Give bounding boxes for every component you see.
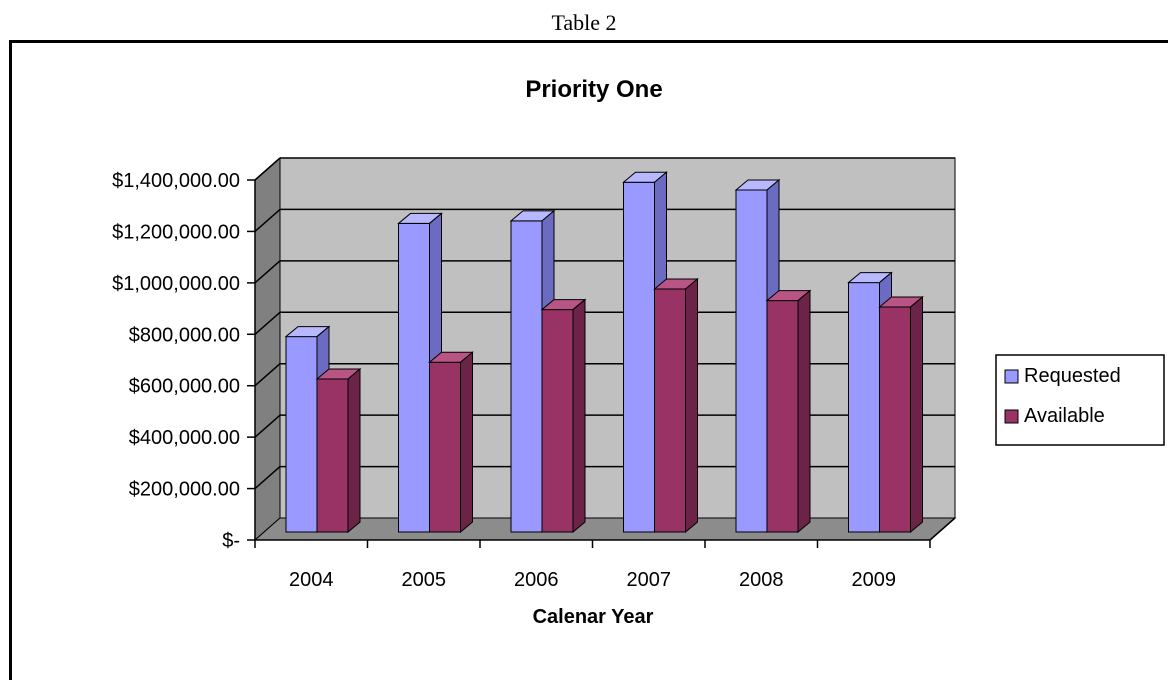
bar-available-2007 xyxy=(653,277,699,534)
bar-side xyxy=(460,351,473,534)
bar-front xyxy=(766,300,799,533)
x-tick-label: 2009 xyxy=(852,569,897,591)
x-tick-label: 2005 xyxy=(402,569,447,591)
legend-swatch-requested xyxy=(1004,369,1019,384)
bar-available-2004 xyxy=(315,367,362,534)
x-tick-labels: 2004 2005 2006 2007 2008 2009 xyxy=(289,569,896,591)
legend: Requested Available xyxy=(995,354,1165,446)
x-tick-label: 2004 xyxy=(289,569,334,591)
y-tick-label: $600,000.00 xyxy=(129,376,240,398)
y-tick-label: $1,200,000.00 xyxy=(112,221,240,243)
gridline-side xyxy=(254,260,281,284)
legend-swatch-available xyxy=(1004,409,1019,424)
bar-front xyxy=(398,222,430,533)
bar-side xyxy=(347,367,361,534)
gridlines xyxy=(254,157,955,490)
x-tick-label: 2007 xyxy=(627,569,672,591)
bar-side xyxy=(572,298,586,534)
bar-front xyxy=(316,378,349,533)
bar-front xyxy=(285,336,318,533)
y-tick-label: $800,000.00 xyxy=(129,324,240,346)
axes xyxy=(247,179,956,548)
floor-edge xyxy=(929,517,956,541)
gridline-side xyxy=(254,311,281,335)
bar-front xyxy=(879,306,911,533)
bar-available-2006 xyxy=(540,298,587,534)
bar-front xyxy=(654,288,686,533)
table-caption: Table 2 xyxy=(551,10,617,35)
bar-front xyxy=(510,220,543,533)
bar-front xyxy=(623,181,655,533)
legend-label-available: Available xyxy=(1024,405,1105,427)
bar-front xyxy=(541,309,574,533)
bar-available-2009 xyxy=(878,295,924,534)
bar-requested-2008 xyxy=(734,178,781,534)
y-tick-labels: $- $200,000.00 $400,000.00 $600,000.00 $800,… xyxy=(112,170,240,552)
gridline-side xyxy=(254,363,281,387)
x-axis-label: Calenar Year xyxy=(533,606,654,628)
x-tick-label: 2006 xyxy=(514,569,559,591)
bar-front xyxy=(429,361,461,533)
gridline-side xyxy=(254,208,281,232)
chart-frame xyxy=(9,40,1168,680)
y-tick-label: $- xyxy=(222,530,240,552)
x-tick-label: 2008 xyxy=(739,569,784,591)
bar-available-2005 xyxy=(428,351,474,534)
bar-side xyxy=(910,295,923,534)
y-tick-label: $400,000.00 xyxy=(129,427,240,449)
y-tick-label: $200,000.00 xyxy=(129,479,240,501)
side-wall xyxy=(254,156,281,542)
bar-side xyxy=(797,289,811,534)
legend-label-requested: Requested xyxy=(1024,365,1121,387)
legend-box xyxy=(995,354,1165,446)
y-tick-label: $1,400,000.00 xyxy=(112,170,240,192)
bar-front xyxy=(735,189,768,533)
y-tick-label: $1,000,000.00 xyxy=(112,273,240,295)
bar-available-2008 xyxy=(765,289,812,534)
gridline-side xyxy=(254,466,281,490)
bar-front xyxy=(848,282,880,533)
gridline-side xyxy=(254,414,281,438)
gridline-side xyxy=(254,157,281,181)
bars xyxy=(284,171,924,534)
chart-title: Priority One xyxy=(525,76,662,103)
bar-side xyxy=(685,277,698,534)
